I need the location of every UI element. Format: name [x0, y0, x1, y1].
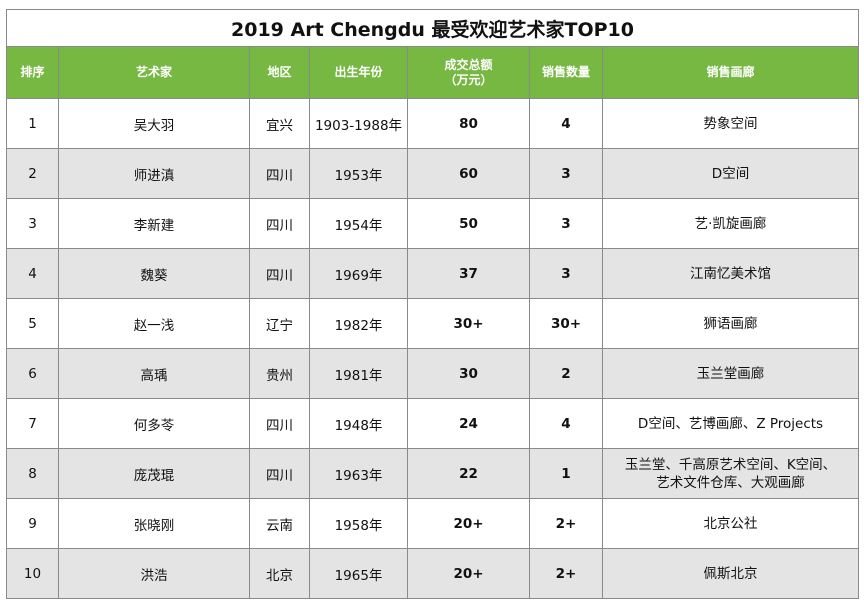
cell-total: 50 [407, 198, 530, 249]
table-title: 2019 Art Chengdu 最受欢迎艺术家TOP10 [5, 9, 860, 47]
cell-total: 60 [407, 148, 530, 199]
cell-artist: 庞茂琨 [58, 448, 250, 499]
cell-total: 20+ [407, 548, 530, 599]
header-rank: 排序 [6, 46, 59, 99]
cell-region: 云南 [249, 498, 310, 549]
cell-region: 四川 [249, 448, 310, 499]
table-row: 6 高瑀 贵州 1981年 30 2 玉兰堂画廊 [6, 348, 860, 399]
header-born: 出生年份 [309, 46, 408, 99]
cell-gallery: D空间、艺博画廊、Z Projects [601, 398, 860, 449]
cell-artist: 高瑀 [58, 348, 250, 399]
cell-gallery: 江南忆美术馆 [601, 248, 860, 299]
cell-total: 22 [407, 448, 530, 499]
cell-artist: 赵一浅 [58, 298, 250, 349]
cell-born: 1969年 [309, 248, 408, 299]
cell-rank: 9 [6, 498, 59, 549]
cell-region: 北京 [249, 548, 310, 599]
header-total: 成交总额 （万元） [407, 46, 530, 99]
cell-total: 30+ [407, 298, 530, 349]
cell-qty: 1 [529, 448, 603, 499]
cell-rank: 5 [6, 298, 59, 349]
cell-qty: 4 [529, 398, 603, 449]
cell-qty: 2 [529, 348, 603, 399]
cell-total: 37 [407, 248, 530, 299]
cell-artist: 吴大羽 [58, 98, 250, 149]
cell-artist: 何多苓 [58, 398, 250, 449]
cell-gallery: 玉兰堂、千高原艺术空间、K空间、 艺术文件仓库、大观画廊 [601, 448, 860, 499]
table-row: 9 张晓刚 云南 1958年 20+ 2+ 北京公社 [6, 498, 860, 549]
cell-qty: 3 [529, 198, 603, 249]
cell-born: 1958年 [309, 498, 408, 549]
cell-total: 30 [407, 348, 530, 399]
header-artist: 艺术家 [58, 46, 250, 99]
cell-artist: 李新建 [58, 198, 250, 249]
cell-born: 1953年 [309, 148, 408, 199]
table-row: 8 庞茂琨 四川 1963年 22 1 玉兰堂、千高原艺术空间、K空间、 艺术文… [6, 448, 860, 499]
cell-born: 1981年 [309, 348, 408, 399]
cell-qty: 30+ [529, 298, 603, 349]
cell-artist: 魏葵 [58, 248, 250, 299]
cell-born: 1965年 [309, 548, 408, 599]
cell-born: 1903-1988年 [309, 98, 408, 149]
table-row: 2 师进滇 四川 1953年 60 3 D空间 [6, 148, 860, 199]
cell-rank: 2 [6, 148, 59, 199]
cell-qty: 3 [529, 148, 603, 199]
cell-rank: 3 [6, 198, 59, 249]
cell-born: 1948年 [309, 398, 408, 449]
cell-rank: 7 [6, 398, 59, 449]
cell-rank: 10 [6, 548, 59, 599]
cell-total: 24 [407, 398, 530, 449]
cell-gallery: 玉兰堂画廊 [601, 348, 860, 399]
cell-born: 1982年 [309, 298, 408, 349]
cell-gallery: 佩斯北京 [601, 548, 860, 599]
cell-artist: 师进滇 [58, 148, 250, 199]
cell-born: 1954年 [309, 198, 408, 249]
cell-born: 1963年 [309, 448, 408, 499]
cell-region: 四川 [249, 198, 310, 249]
cell-region: 四川 [249, 248, 310, 299]
cell-total: 80 [407, 98, 530, 149]
cell-gallery: 势象空间 [601, 98, 860, 149]
cell-qty: 3 [529, 248, 603, 299]
cell-qty: 4 [529, 98, 603, 149]
cell-qty: 2+ [529, 548, 603, 599]
cell-artist: 洪浩 [58, 548, 250, 599]
cell-gallery: 狮语画廊 [601, 298, 860, 349]
cell-gallery: 北京公社 [601, 498, 860, 549]
cell-qty: 2+ [529, 498, 603, 549]
header-gallery: 销售画廊 [601, 46, 860, 99]
cell-gallery: 艺·凯旋画廊 [601, 198, 860, 249]
cell-rank: 1 [6, 98, 59, 149]
cell-rank: 8 [6, 448, 59, 499]
cell-artist: 张晓刚 [58, 498, 250, 549]
cell-region: 宜兴 [249, 98, 310, 149]
cell-rank: 6 [6, 348, 59, 399]
header-region: 地区 [249, 46, 310, 99]
header-row: 排序 艺术家 地区 出生年份 成交总额 （万元） 销售数量 销售画廊 [6, 46, 860, 99]
table-row: 5 赵一浅 辽宁 1982年 30+ 30+ 狮语画廊 [6, 298, 860, 349]
cell-region: 四川 [249, 148, 310, 199]
cell-region: 辽宁 [249, 298, 310, 349]
cell-rank: 4 [6, 248, 59, 299]
ranking-table-container: 2019 Art Chengdu 最受欢迎艺术家TOP10 排序 艺术家 地区 … [5, 9, 860, 599]
cell-total: 20+ [407, 498, 530, 549]
table-row: 7 何多苓 四川 1948年 24 4 D空间、艺博画廊、Z Projects [6, 398, 860, 449]
table-row: 4 魏葵 四川 1969年 37 3 江南忆美术馆 [6, 248, 860, 299]
table-row: 1 吴大羽 宜兴 1903-1988年 80 4 势象空间 [6, 98, 860, 149]
table-row: 10 洪浩 北京 1965年 20+ 2+ 佩斯北京 [6, 548, 860, 599]
cell-region: 贵州 [249, 348, 310, 399]
artist-ranking-table: 2019 Art Chengdu 最受欢迎艺术家TOP10 排序 艺术家 地区 … [5, 9, 860, 599]
cell-region: 四川 [249, 398, 310, 449]
header-qty: 销售数量 [529, 46, 603, 99]
cell-gallery: D空间 [601, 148, 860, 199]
table-row: 3 李新建 四川 1954年 50 3 艺·凯旋画廊 [6, 198, 860, 249]
